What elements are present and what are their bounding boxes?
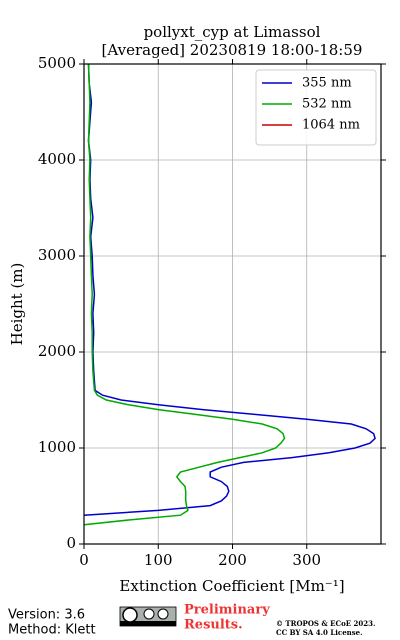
y-tick-label: 0 bbox=[66, 534, 76, 552]
plot-frame bbox=[83, 63, 382, 545]
x-tick-label: 0 bbox=[79, 551, 89, 569]
legend-label: 355 nm bbox=[302, 76, 352, 91]
y-tick-label: 5000 bbox=[38, 54, 76, 72]
version: Version: 3.6 bbox=[8, 608, 85, 623]
profile-line bbox=[83, 63, 376, 516]
copyright: CC BY SA 4.0 License. bbox=[276, 628, 363, 637]
copyright: © TROPOS & ECoE 2023. bbox=[276, 619, 375, 628]
legend-box bbox=[255, 69, 377, 146]
y-tick-label: 2000 bbox=[38, 342, 76, 360]
x-axis-label: Extinction Coefficient [Mm⁻¹] bbox=[119, 577, 344, 595]
y-tick-label: 3000 bbox=[38, 246, 76, 264]
chart-title: pollyxt_cyp at Limassol bbox=[144, 23, 321, 41]
y-tick-label: 4000 bbox=[38, 150, 76, 168]
method: Method: Klett bbox=[8, 623, 96, 638]
x-tick-label: 300 bbox=[292, 551, 321, 569]
legend-label: 1064 nm bbox=[302, 118, 360, 133]
preliminary: Preliminary bbox=[184, 603, 270, 618]
profile-line bbox=[83, 63, 286, 526]
x-tick-label: 100 bbox=[144, 551, 173, 569]
cc-badge bbox=[119, 606, 177, 627]
legend-label: 532 nm bbox=[302, 97, 352, 112]
y-axis-label: Height (m) bbox=[8, 263, 26, 346]
preliminary: Results. bbox=[184, 618, 243, 633]
chart-subtitle: [Averaged] 20230819 18:00-18:59 bbox=[102, 41, 363, 59]
y-tick-label: 1000 bbox=[38, 438, 76, 456]
x-tick-label: 200 bbox=[218, 551, 247, 569]
